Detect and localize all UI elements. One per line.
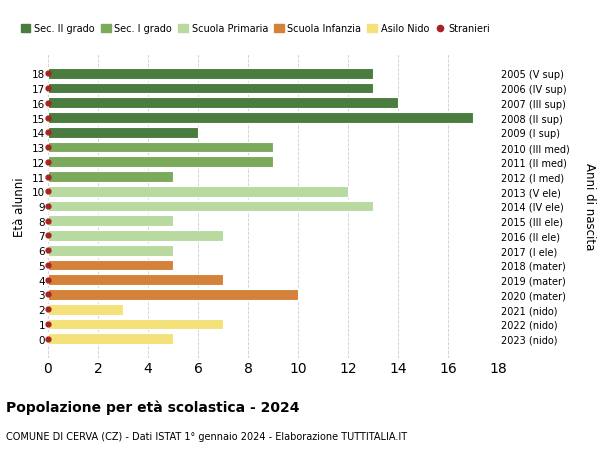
Bar: [48, 113, 473, 123]
Bar: [48, 172, 173, 182]
Bar: [48, 275, 223, 285]
Bar: [48, 186, 348, 197]
Bar: [48, 128, 198, 138]
Bar: [48, 334, 173, 344]
Bar: [48, 216, 173, 227]
Bar: [48, 319, 223, 330]
Text: COMUNE DI CERVA (CZ) - Dati ISTAT 1° gennaio 2024 - Elaborazione TUTTITALIA.IT: COMUNE DI CERVA (CZ) - Dati ISTAT 1° gen…: [6, 431, 407, 442]
Bar: [48, 201, 373, 212]
Bar: [48, 231, 223, 241]
Bar: [48, 98, 398, 109]
Y-axis label: Anni di nascita: Anni di nascita: [583, 163, 596, 250]
Bar: [48, 84, 373, 94]
Bar: [48, 304, 123, 315]
Text: Popolazione per età scolastica - 2024: Popolazione per età scolastica - 2024: [6, 399, 299, 414]
Y-axis label: Età alunni: Età alunni: [13, 177, 26, 236]
Bar: [48, 69, 373, 79]
Legend: Sec. II grado, Sec. I grado, Scuola Primaria, Scuola Infanzia, Asilo Nido, Stran: Sec. II grado, Sec. I grado, Scuola Prim…: [17, 21, 494, 38]
Bar: [48, 246, 173, 256]
Bar: [48, 290, 298, 300]
Bar: [48, 260, 173, 271]
Bar: [48, 157, 273, 168]
Bar: [48, 142, 273, 153]
